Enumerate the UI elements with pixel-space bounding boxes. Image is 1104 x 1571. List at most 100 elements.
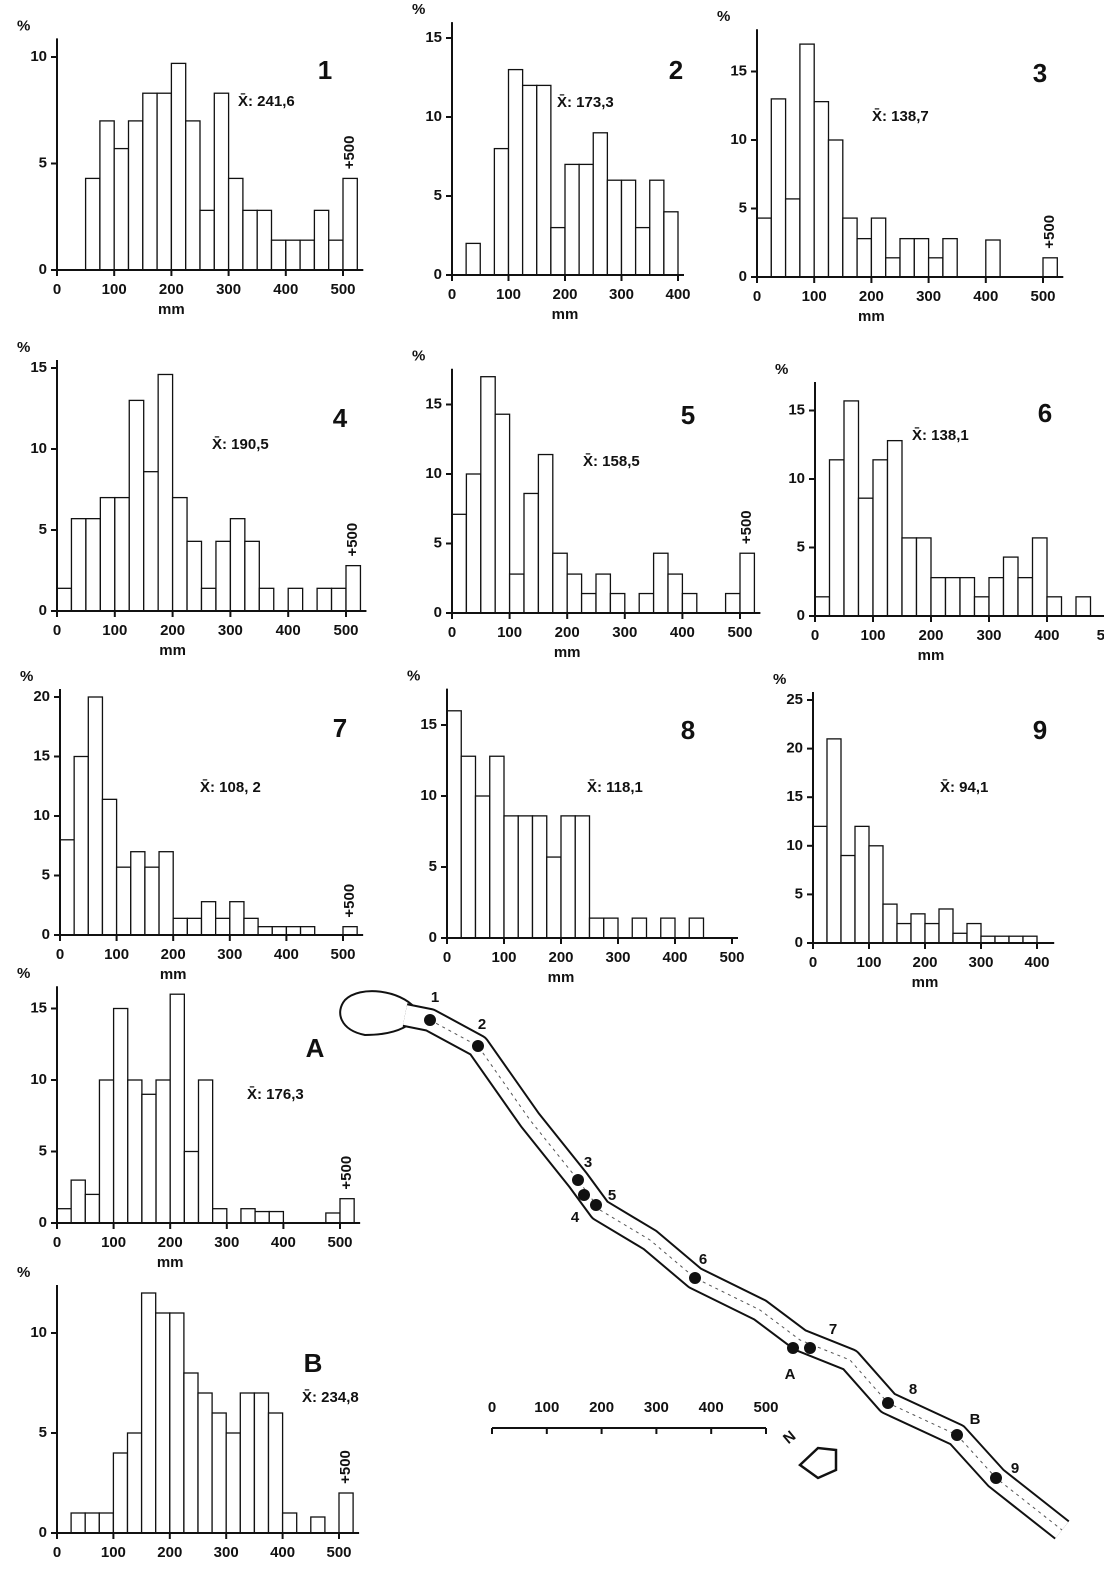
x-tick-label: 400 <box>973 288 998 305</box>
y-tick-label: 5 <box>42 866 50 883</box>
bar <box>169 993 185 1224</box>
bar <box>799 43 815 278</box>
bar <box>959 576 976 617</box>
y-tick-label: 15 <box>788 401 805 418</box>
y-tick-label: 5 <box>797 538 805 555</box>
site-marker <box>951 1429 963 1441</box>
bar <box>185 120 201 271</box>
bar <box>552 552 568 614</box>
bar <box>913 237 930 278</box>
bar <box>813 100 830 278</box>
bar <box>171 496 188 612</box>
x-tick-label: 500 <box>1030 288 1055 305</box>
y-axis-label: % <box>773 671 786 688</box>
histogram-panel: 0 5 10 15 0 100 200 300 400 500% mm 3 X̄: 138,7 +500 <box>717 8 1064 325</box>
histogram-panel: 0 5 10 15 0 100 200 300 400 500% mm A X̄: 176,3 +500 <box>17 965 361 1271</box>
x-axis-label: mm <box>157 1254 184 1271</box>
bar <box>882 903 898 944</box>
x-tick-label: 300 <box>976 627 1001 644</box>
y-axis-label: % <box>717 8 730 25</box>
site-label: B <box>970 1411 981 1428</box>
overflow-label: +500 <box>1041 215 1058 249</box>
site-marker <box>804 1342 816 1354</box>
x-tick-label: 0 <box>443 949 451 966</box>
mean-annotation: X̄: 118,1 <box>587 778 643 796</box>
site-label: A <box>785 1366 796 1383</box>
bar <box>1075 596 1092 617</box>
y-tick-label: 5 <box>429 858 437 875</box>
histogram-panel: 0 5 10 15 0 100 200 300 400 500% mm 8 X̄: 118,1 <box>407 668 745 986</box>
bar <box>609 592 626 614</box>
bar <box>211 1412 227 1534</box>
x-axis-label: mm <box>158 301 185 318</box>
bar <box>258 587 275 612</box>
x-tick-label: 100 <box>101 1234 126 1251</box>
bar <box>574 815 591 939</box>
site-label: 8 <box>909 1381 917 1398</box>
bar <box>580 592 597 614</box>
bar <box>872 459 889 617</box>
bar <box>465 473 482 614</box>
bar <box>606 179 623 276</box>
bar <box>299 926 316 936</box>
bar <box>197 1079 214 1224</box>
bar <box>784 198 801 278</box>
y-axis-label: % <box>17 1264 30 1281</box>
mean-annotation: X̄: 158,5 <box>583 452 640 470</box>
overflow-label: +500 <box>338 1156 355 1190</box>
bar <box>98 1079 115 1224</box>
bar <box>592 132 609 276</box>
bar <box>140 1292 157 1534</box>
river-channel <box>429 1019 1063 1531</box>
x-tick-label: 500 <box>719 949 744 966</box>
north-label: N <box>780 1428 799 1448</box>
y-tick-label: 10 <box>788 470 805 487</box>
bar <box>239 1392 256 1534</box>
bar <box>603 917 619 939</box>
x-tick-label: 200 <box>161 946 186 963</box>
bar <box>652 552 669 614</box>
bar <box>980 935 996 944</box>
overflow-label: +500 <box>337 1450 354 1484</box>
bar <box>128 399 145 612</box>
bar <box>854 825 870 944</box>
y-axis-label: % <box>17 965 30 982</box>
bar <box>325 1212 341 1224</box>
histogram-panel: 0 5 10 15 0 100 200 300 400 500% mm 4 X̄: 190,5 +500 <box>17 339 367 659</box>
y-tick-label: 10 <box>425 108 442 125</box>
bar <box>99 120 115 271</box>
y-tick-label: 0 <box>39 1214 47 1231</box>
bar <box>638 592 655 614</box>
bar <box>493 147 510 276</box>
y-tick-label: 20 <box>33 688 50 705</box>
site-marker <box>572 1174 584 1186</box>
bar <box>328 239 344 271</box>
x-tick-label: 500 <box>727 624 752 641</box>
mean-annotation: X̄: 190,5 <box>212 435 269 453</box>
mean-annotation: X̄: 234,8 <box>302 1388 359 1406</box>
bar <box>634 226 651 276</box>
x-tick-label: 100 <box>856 954 881 971</box>
scale-label: 500 <box>753 1399 778 1416</box>
mean-annotation: X̄: 108, 2 <box>200 778 261 796</box>
bar <box>155 1312 171 1534</box>
overflow-label: +500 <box>738 510 755 544</box>
bar <box>330 587 347 612</box>
x-tick-label: 100 <box>104 946 129 963</box>
x-tick-label: 400 <box>670 624 695 641</box>
bar <box>59 839 75 936</box>
bar <box>84 177 101 271</box>
bar <box>101 798 118 936</box>
bar <box>257 926 273 936</box>
x-tick-label: 200 <box>159 281 184 298</box>
bar <box>254 1210 270 1224</box>
bar <box>126 1432 143 1534</box>
x-tick-label: 100 <box>860 627 885 644</box>
y-tick-label: 20 <box>786 740 803 757</box>
bar <box>465 242 481 276</box>
panel-label: 7 <box>333 713 347 743</box>
x-tick-label: 0 <box>53 281 61 298</box>
bar <box>84 1193 101 1224</box>
